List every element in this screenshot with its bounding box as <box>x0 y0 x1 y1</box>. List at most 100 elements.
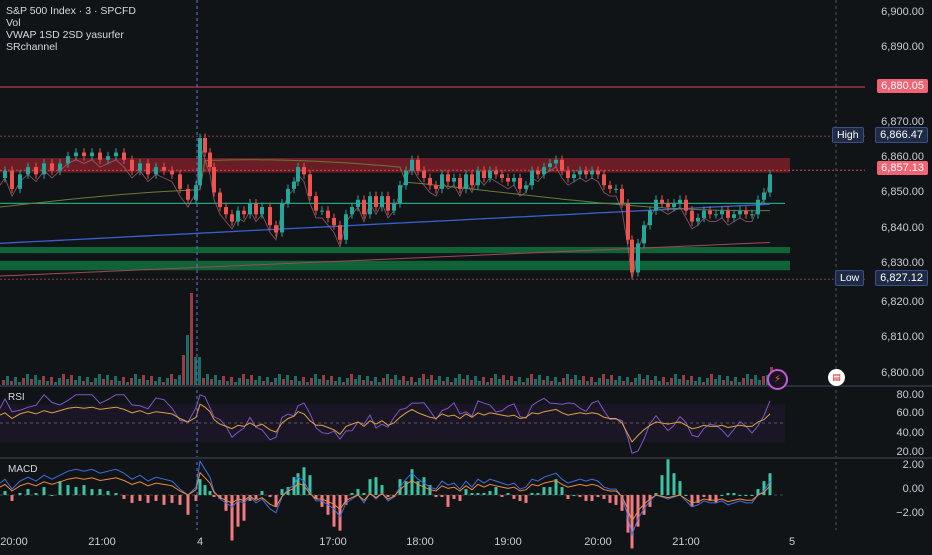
volume-bar <box>726 376 729 385</box>
time-tick: 20:00 <box>0 536 28 548</box>
volume-bar <box>486 382 489 385</box>
macd-histogram-bar <box>416 481 420 495</box>
macd-histogram-bar <box>130 495 134 503</box>
candle <box>548 163 552 168</box>
macd-histogram-bar <box>122 495 126 499</box>
candle <box>440 174 444 189</box>
volume-bar <box>366 376 369 385</box>
volume-bar <box>438 376 441 385</box>
volume-bar <box>362 380 365 385</box>
macd-histogram-bar <box>422 477 426 495</box>
volume-bar <box>574 375 577 385</box>
volume-bar <box>354 379 357 385</box>
volume-bar <box>454 378 457 385</box>
candle <box>536 170 540 175</box>
volume-bar <box>178 375 181 385</box>
volume-bar <box>282 379 285 385</box>
price-tick: 6,870.00 <box>881 116 924 128</box>
macd-histogram-bar <box>714 495 718 503</box>
candle <box>714 214 718 216</box>
volume-bar <box>206 374 209 385</box>
macd-histogram-bar <box>194 495 198 501</box>
volume-bar <box>298 381 301 385</box>
time-tick: 19:00 <box>494 536 522 548</box>
price-tick: 6,850.00 <box>881 186 924 198</box>
symbol-title[interactable]: S&P 500 Index · 3 · SPCFD <box>6 5 136 17</box>
macd-histogram-bar <box>584 495 588 501</box>
macd-histogram-bar <box>506 493 510 495</box>
candle <box>702 210 706 218</box>
macd-histogram-bar <box>488 491 492 495</box>
macd-histogram-bar <box>732 493 736 495</box>
macd-histogram-bar <box>162 495 166 505</box>
price-tick: 6,830.00 <box>881 257 924 269</box>
price-tick: 6,900.00 <box>881 6 924 18</box>
candle <box>236 210 240 222</box>
macd-histogram-bar <box>254 495 258 499</box>
indicator-vol-label[interactable]: Vol <box>6 17 21 29</box>
volume-bar <box>722 380 725 385</box>
macd-histogram-bar <box>536 493 540 495</box>
volume-bar <box>290 380 293 385</box>
macd-histogram-bar <box>66 485 70 495</box>
volume-bar <box>706 378 709 385</box>
candle <box>458 177 462 189</box>
rsi-tick: 20.00 <box>896 446 924 458</box>
indicator-srchannel-label[interactable]: SRchannel <box>6 41 58 53</box>
volume-bar <box>414 382 417 385</box>
candle <box>512 177 516 182</box>
volume-bar <box>582 376 585 385</box>
candle <box>138 163 142 171</box>
candle <box>286 188 290 204</box>
candle <box>326 210 330 218</box>
macd-histogram-bar <box>10 495 14 501</box>
volume-bar <box>30 379 33 385</box>
volume-bar <box>446 377 449 385</box>
volume-bar <box>406 381 409 385</box>
macd-histogram-bar <box>554 479 558 495</box>
volume-bar <box>114 376 117 385</box>
macd-histogram-bar <box>208 491 212 495</box>
macd-histogram-bar <box>620 495 624 511</box>
candle <box>50 163 54 171</box>
macd-histogram-bar <box>476 493 480 495</box>
macd-histogram-bar <box>356 489 360 495</box>
volume-bar <box>78 376 81 385</box>
candle <box>560 159 564 171</box>
volume-bar <box>238 378 241 385</box>
candle <box>82 152 86 157</box>
volume-bar <box>98 374 101 385</box>
volume-bar <box>194 357 197 385</box>
volume-bar <box>542 380 545 385</box>
volume-bar <box>422 374 425 385</box>
lightning-icon[interactable]: ⚡ <box>767 369 788 390</box>
volume-bar <box>618 376 621 385</box>
volume-bar <box>658 381 661 385</box>
volume-bar <box>458 374 461 385</box>
candle <box>106 156 110 160</box>
candle <box>274 225 278 233</box>
volume-bar <box>526 378 529 385</box>
volume-bar <box>42 376 45 385</box>
candle <box>410 159 414 171</box>
rsi-label[interactable]: RSI <box>8 392 25 403</box>
us-flag-icon[interactable]: ▤ <box>828 369 845 386</box>
macd-histogram-bar <box>518 495 522 501</box>
time-tick: 17:00 <box>319 536 347 548</box>
volume-bar <box>302 377 305 385</box>
macd-histogram-bar <box>434 495 438 497</box>
candle <box>392 203 396 211</box>
volume-bar <box>606 379 609 385</box>
macd-histogram-bar <box>314 495 318 499</box>
indicator-vwap-label[interactable]: VWAP 1SD 2SD yasurfer <box>6 29 124 41</box>
candle <box>488 170 492 178</box>
candle <box>292 181 296 189</box>
volume-bar <box>670 378 673 385</box>
candle <box>452 177 456 182</box>
candle <box>614 188 618 190</box>
macd-label[interactable]: MACD <box>8 464 38 475</box>
rsi-ma-line <box>0 403 771 443</box>
volume-bar <box>242 374 245 385</box>
